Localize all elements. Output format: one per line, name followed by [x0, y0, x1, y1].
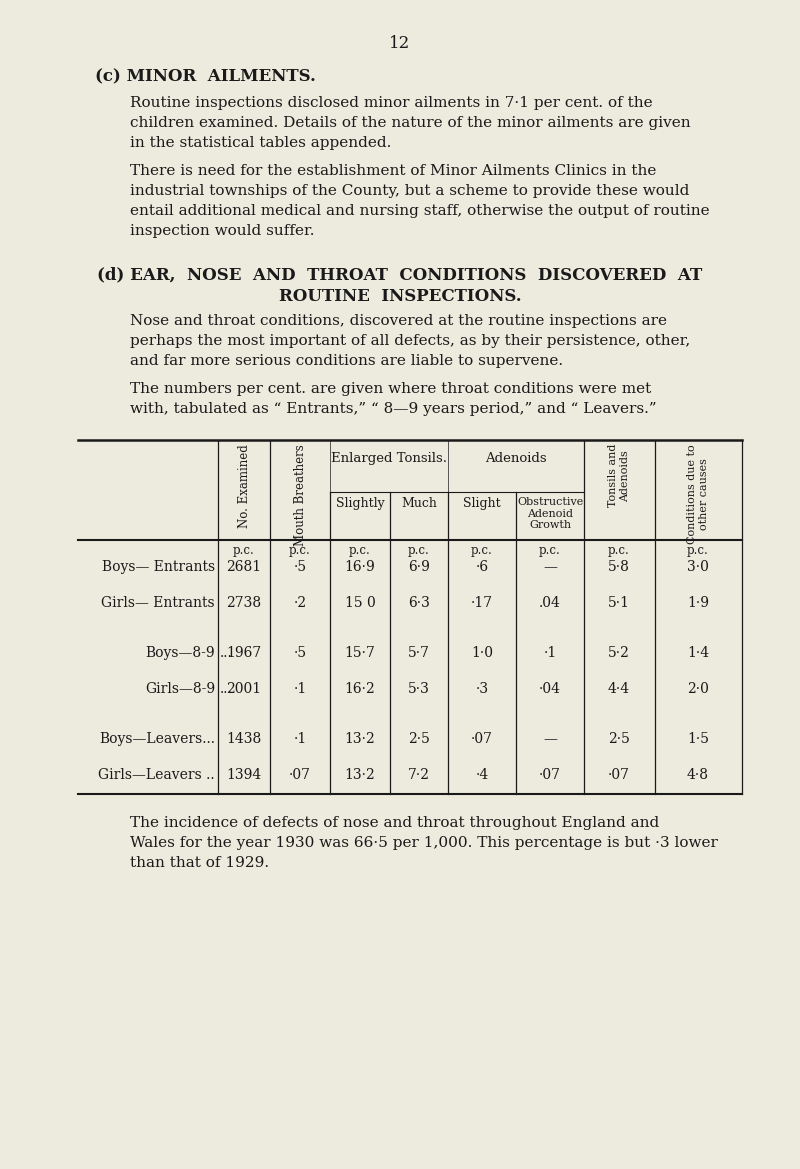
Text: ·5: ·5 — [294, 560, 306, 574]
Text: 5·7: 5·7 — [408, 646, 430, 660]
Text: p.c.: p.c. — [233, 544, 255, 556]
Text: Obstructive
Adenoid
Growth: Obstructive Adenoid Growth — [517, 497, 583, 531]
Text: p.c.: p.c. — [687, 544, 709, 556]
Text: inspection would suffer.: inspection would suffer. — [130, 224, 314, 238]
Text: There is need for the establishment of Minor Ailments Clinics in the: There is need for the establishment of M… — [130, 164, 656, 178]
Text: 2738: 2738 — [226, 596, 262, 610]
Text: with, tabulated as “ Entrants,” “ 8—9 years period,” and “ Leavers.”: with, tabulated as “ Entrants,” “ 8—9 ye… — [130, 402, 657, 416]
Text: Mouth Breathers: Mouth Breathers — [294, 444, 306, 546]
Text: Routine inspections disclosed minor ailments in 7·1 per cent. of the: Routine inspections disclosed minor ailm… — [130, 96, 653, 110]
Text: The incidence of defects of nose and throat throughout England and: The incidence of defects of nose and thr… — [130, 816, 659, 830]
Text: industrial townships of the County, but a scheme to provide these would: industrial townships of the County, but … — [130, 184, 690, 198]
Text: ·1: ·1 — [294, 732, 306, 746]
Text: 13·2: 13·2 — [345, 732, 375, 746]
Text: The numbers per cent. are given where throat conditions were met: The numbers per cent. are given where th… — [130, 382, 651, 396]
Text: p.c.: p.c. — [608, 544, 630, 556]
Text: p.c.: p.c. — [289, 544, 311, 556]
Text: 5·8: 5·8 — [608, 560, 630, 574]
Text: ·4: ·4 — [475, 768, 489, 782]
Text: 1438: 1438 — [226, 732, 262, 746]
Text: ·07: ·07 — [471, 732, 493, 746]
Text: ...: ... — [220, 646, 233, 660]
Text: 1·9: 1·9 — [687, 596, 709, 610]
Text: ·17: ·17 — [471, 596, 493, 610]
Text: Girls— Entrants: Girls— Entrants — [102, 596, 215, 610]
Text: 5·3: 5·3 — [408, 682, 430, 696]
Text: Boys—Leavers...: Boys—Leavers... — [99, 732, 215, 746]
Text: Tonsils and
Adenoids: Tonsils and Adenoids — [608, 444, 630, 507]
Text: Conditions due to
other causes: Conditions due to other causes — [687, 444, 709, 544]
Text: 2·5: 2·5 — [408, 732, 430, 746]
Text: (c) MINOR  AILMENTS.: (c) MINOR AILMENTS. — [95, 68, 316, 85]
Text: 15·7: 15·7 — [345, 646, 375, 660]
Text: 3·0: 3·0 — [687, 560, 709, 574]
Text: 1·0: 1·0 — [471, 646, 493, 660]
Text: 1·5: 1·5 — [687, 732, 709, 746]
Text: p.c.: p.c. — [408, 544, 430, 556]
Text: Enlarged Tonsils.: Enlarged Tonsils. — [331, 452, 447, 465]
Text: 13·2: 13·2 — [345, 768, 375, 782]
Text: No. Examined: No. Examined — [238, 444, 250, 527]
Text: Girls—Leavers ..: Girls—Leavers .. — [98, 768, 215, 782]
Text: .04: .04 — [539, 596, 561, 610]
Text: ·5: ·5 — [294, 646, 306, 660]
Text: children examined. Details of the nature of the minor ailments are given: children examined. Details of the nature… — [130, 116, 690, 130]
Text: Nose and throat conditions, discovered at the routine inspections are: Nose and throat conditions, discovered a… — [130, 314, 667, 328]
Text: ·1: ·1 — [294, 682, 306, 696]
Text: 6·9: 6·9 — [408, 560, 430, 574]
Text: perhaps the most important of all defects, as by their persistence, other,: perhaps the most important of all defect… — [130, 334, 690, 348]
Text: ...: ... — [220, 682, 233, 696]
Text: 16·9: 16·9 — [345, 560, 375, 574]
Text: 1394: 1394 — [226, 768, 262, 782]
Text: p.c.: p.c. — [471, 544, 493, 556]
Text: 1·4: 1·4 — [687, 646, 709, 660]
Text: ·2: ·2 — [294, 596, 306, 610]
Text: than that of 1929.: than that of 1929. — [130, 856, 269, 870]
Text: ·3: ·3 — [475, 682, 489, 696]
Text: (d) EAR,  NOSE  AND  THROAT  CONDITIONS  DISCOVERED  AT: (d) EAR, NOSE AND THROAT CONDITIONS DISC… — [98, 267, 702, 283]
Text: 4·8: 4·8 — [687, 768, 709, 782]
Text: ·07: ·07 — [289, 768, 311, 782]
Text: p.c.: p.c. — [349, 544, 371, 556]
Text: 4·4: 4·4 — [608, 682, 630, 696]
Text: Boys—8-9: Boys—8-9 — [146, 646, 215, 660]
Text: Slightly: Slightly — [336, 497, 384, 510]
Text: p.c.: p.c. — [539, 544, 561, 556]
Text: 5·1: 5·1 — [608, 596, 630, 610]
Text: Wales for the year 1930 was 66·5 per 1,000. This percentage is but ·3 lower: Wales for the year 1930 was 66·5 per 1,0… — [130, 836, 718, 850]
Text: in the statistical tables appended.: in the statistical tables appended. — [130, 136, 391, 150]
Text: Girls—8-9: Girls—8-9 — [145, 682, 215, 696]
Text: 6·3: 6·3 — [408, 596, 430, 610]
Text: —: — — [543, 732, 557, 746]
Text: Adenoids: Adenoids — [485, 452, 547, 465]
Text: 15 0: 15 0 — [345, 596, 375, 610]
Text: 7·2: 7·2 — [408, 768, 430, 782]
Text: ·07: ·07 — [608, 768, 630, 782]
Text: Slight: Slight — [463, 497, 501, 510]
Text: Boys— Entrants: Boys— Entrants — [102, 560, 215, 574]
Text: ·07: ·07 — [539, 768, 561, 782]
Text: Much: Much — [401, 497, 437, 510]
Text: 1967: 1967 — [226, 646, 262, 660]
Text: ·6: ·6 — [475, 560, 489, 574]
Text: 2·5: 2·5 — [608, 732, 630, 746]
Text: ROUTINE  INSPECTIONS.: ROUTINE INSPECTIONS. — [278, 288, 522, 305]
Text: 2·0: 2·0 — [687, 682, 709, 696]
Text: 2681: 2681 — [226, 560, 262, 574]
Text: 5·2: 5·2 — [608, 646, 630, 660]
Text: ·04: ·04 — [539, 682, 561, 696]
Text: and far more serious conditions are liable to supervene.: and far more serious conditions are liab… — [130, 354, 563, 368]
Text: ·1: ·1 — [543, 646, 557, 660]
Text: 16·2: 16·2 — [345, 682, 375, 696]
Text: 12: 12 — [390, 35, 410, 51]
Text: —: — — [543, 560, 557, 574]
Text: entail additional medical and nursing staff, otherwise the output of routine: entail additional medical and nursing st… — [130, 205, 710, 217]
Text: 2001: 2001 — [226, 682, 262, 696]
